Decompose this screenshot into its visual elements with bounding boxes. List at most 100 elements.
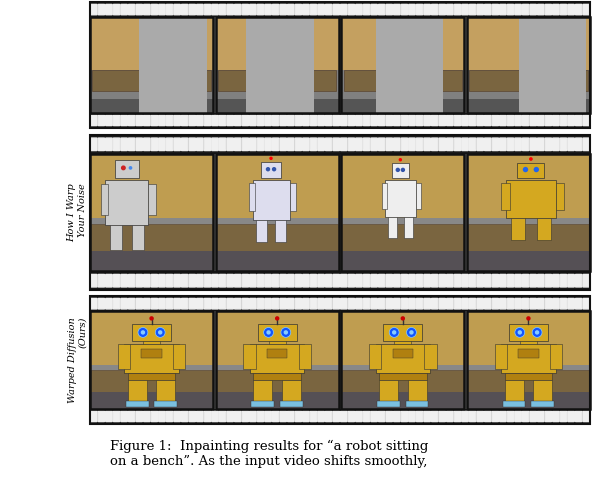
FancyBboxPatch shape <box>242 298 248 309</box>
FancyBboxPatch shape <box>454 298 461 309</box>
Bar <box>343 224 463 252</box>
Circle shape <box>389 328 399 338</box>
FancyBboxPatch shape <box>477 411 484 422</box>
FancyBboxPatch shape <box>227 4 233 15</box>
Text: How I Warp
Your Noise: How I Warp Your Noise <box>68 183 87 242</box>
FancyBboxPatch shape <box>303 4 309 15</box>
FancyBboxPatch shape <box>144 298 150 309</box>
FancyBboxPatch shape <box>538 138 544 150</box>
FancyBboxPatch shape <box>348 138 355 150</box>
FancyBboxPatch shape <box>121 411 127 422</box>
FancyBboxPatch shape <box>530 274 536 287</box>
FancyBboxPatch shape <box>416 4 423 15</box>
Bar <box>341 392 465 408</box>
FancyBboxPatch shape <box>295 116 302 126</box>
FancyBboxPatch shape <box>394 411 400 422</box>
FancyBboxPatch shape <box>500 4 506 15</box>
FancyBboxPatch shape <box>545 411 552 422</box>
FancyBboxPatch shape <box>90 411 97 422</box>
FancyBboxPatch shape <box>454 411 461 422</box>
Bar <box>216 252 339 272</box>
FancyBboxPatch shape <box>364 274 370 287</box>
Text: Warped Diffusion
(Ours): Warped Diffusion (Ours) <box>68 317 87 403</box>
FancyBboxPatch shape <box>409 4 415 15</box>
FancyBboxPatch shape <box>409 298 415 309</box>
FancyBboxPatch shape <box>552 411 559 422</box>
Bar <box>217 224 337 252</box>
FancyBboxPatch shape <box>401 274 407 287</box>
Bar <box>90 17 213 113</box>
FancyBboxPatch shape <box>265 411 271 422</box>
FancyBboxPatch shape <box>416 274 423 287</box>
Bar <box>261 162 281 178</box>
FancyBboxPatch shape <box>378 116 385 126</box>
FancyBboxPatch shape <box>356 298 362 309</box>
FancyBboxPatch shape <box>431 4 438 15</box>
FancyBboxPatch shape <box>189 298 195 309</box>
Bar <box>341 312 465 370</box>
Bar <box>467 218 590 228</box>
FancyBboxPatch shape <box>431 138 438 150</box>
FancyBboxPatch shape <box>257 116 264 126</box>
FancyBboxPatch shape <box>394 298 400 309</box>
FancyBboxPatch shape <box>128 411 135 422</box>
FancyBboxPatch shape <box>530 4 536 15</box>
Bar <box>251 401 274 406</box>
Circle shape <box>526 316 530 320</box>
Bar <box>216 98 339 113</box>
FancyBboxPatch shape <box>287 116 294 126</box>
FancyBboxPatch shape <box>560 4 567 15</box>
FancyBboxPatch shape <box>401 411 407 422</box>
FancyBboxPatch shape <box>310 4 317 15</box>
FancyBboxPatch shape <box>409 274 415 287</box>
FancyBboxPatch shape <box>576 274 582 287</box>
FancyBboxPatch shape <box>265 298 271 309</box>
FancyBboxPatch shape <box>364 116 370 126</box>
FancyBboxPatch shape <box>333 138 339 150</box>
Bar <box>90 392 213 408</box>
FancyBboxPatch shape <box>326 274 332 287</box>
Bar <box>379 380 398 401</box>
FancyBboxPatch shape <box>166 274 173 287</box>
Circle shape <box>400 316 405 320</box>
FancyBboxPatch shape <box>257 4 264 15</box>
FancyBboxPatch shape <box>371 138 377 150</box>
FancyBboxPatch shape <box>113 274 120 287</box>
FancyBboxPatch shape <box>492 274 498 287</box>
Bar <box>115 160 139 178</box>
FancyBboxPatch shape <box>394 116 400 126</box>
FancyBboxPatch shape <box>552 116 559 126</box>
Bar <box>216 70 339 98</box>
FancyBboxPatch shape <box>257 298 264 309</box>
FancyBboxPatch shape <box>348 4 355 15</box>
Bar <box>299 344 311 369</box>
FancyBboxPatch shape <box>469 274 476 287</box>
FancyBboxPatch shape <box>98 4 105 15</box>
FancyBboxPatch shape <box>469 4 476 15</box>
FancyBboxPatch shape <box>371 274 377 287</box>
FancyBboxPatch shape <box>249 298 256 309</box>
Bar <box>101 184 109 215</box>
FancyBboxPatch shape <box>386 138 393 150</box>
FancyBboxPatch shape <box>568 116 574 126</box>
FancyBboxPatch shape <box>174 298 181 309</box>
Bar <box>341 17 465 113</box>
Bar <box>90 2 590 128</box>
FancyBboxPatch shape <box>303 138 309 150</box>
FancyBboxPatch shape <box>181 116 188 126</box>
Circle shape <box>155 328 165 338</box>
FancyBboxPatch shape <box>181 411 188 422</box>
Circle shape <box>264 328 273 338</box>
FancyBboxPatch shape <box>560 411 567 422</box>
FancyBboxPatch shape <box>159 138 165 150</box>
FancyBboxPatch shape <box>159 4 165 15</box>
Bar <box>143 340 160 344</box>
FancyBboxPatch shape <box>211 116 218 126</box>
FancyBboxPatch shape <box>515 4 522 15</box>
FancyBboxPatch shape <box>257 411 264 422</box>
Bar <box>343 370 463 392</box>
FancyBboxPatch shape <box>151 116 157 126</box>
FancyBboxPatch shape <box>477 274 484 287</box>
FancyBboxPatch shape <box>265 4 271 15</box>
Circle shape <box>409 330 413 334</box>
